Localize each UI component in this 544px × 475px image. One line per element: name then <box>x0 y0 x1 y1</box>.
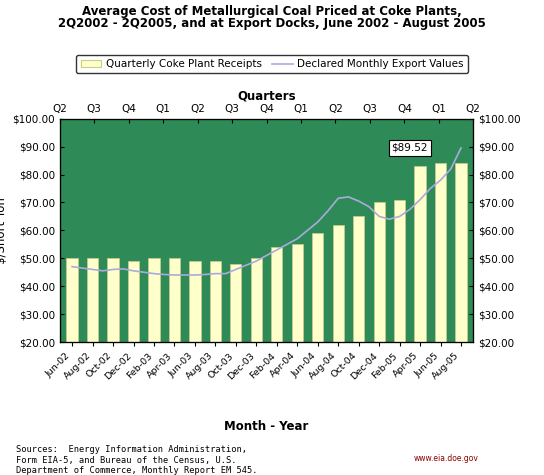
Text: 2Q2002 - 2Q2005, and at Export Docks, June 2002 - August 2005: 2Q2002 - 2Q2005, and at Export Docks, Ju… <box>58 17 486 29</box>
Bar <box>128 261 139 342</box>
Bar <box>374 202 385 342</box>
Legend: Quarterly Coke Plant Receipts, Declared Monthly Export Values: Quarterly Coke Plant Receipts, Declared … <box>76 55 468 74</box>
Bar <box>353 217 364 342</box>
Bar <box>415 166 426 342</box>
Bar <box>292 244 303 342</box>
X-axis label: Quarters: Quarters <box>237 90 296 103</box>
Bar <box>312 233 323 342</box>
Bar <box>107 258 119 342</box>
Bar <box>435 163 446 342</box>
Bar <box>189 261 201 342</box>
Bar <box>210 261 221 342</box>
Bar <box>87 258 98 342</box>
Text: www.eia.doe.gov: www.eia.doe.gov <box>413 454 479 463</box>
Bar <box>66 258 78 342</box>
Bar <box>230 264 242 342</box>
Bar <box>149 258 159 342</box>
Text: $89.52: $89.52 <box>392 143 428 153</box>
Text: Month - Year: Month - Year <box>224 420 309 433</box>
Bar <box>169 258 180 342</box>
Bar <box>332 225 344 342</box>
Bar <box>455 163 467 342</box>
Bar <box>251 258 262 342</box>
Text: Sources:  Energy Information Administration,
Form EIA-5, and Bureau of the Censu: Sources: Energy Information Administrati… <box>16 445 258 475</box>
Text: Average Cost of Metallurgical Coal Priced at Coke Plants,: Average Cost of Metallurgical Coal Price… <box>82 5 462 18</box>
Bar <box>271 247 282 342</box>
Y-axis label: $/Short Ton: $/Short Ton <box>0 197 8 264</box>
Bar <box>394 200 405 342</box>
